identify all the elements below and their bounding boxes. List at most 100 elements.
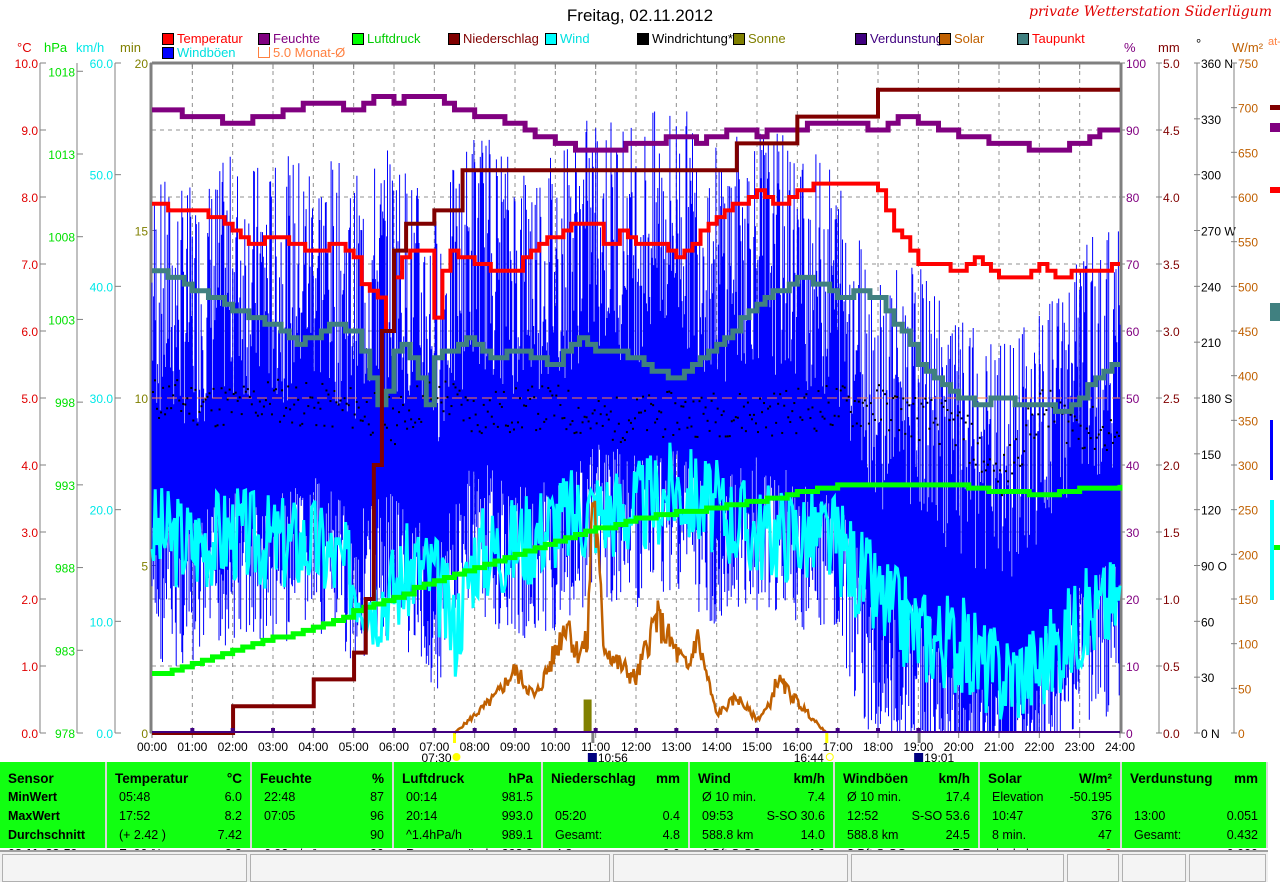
axis-tick-label-pct: 60 xyxy=(1126,325,1140,339)
wind-direction-dot xyxy=(482,403,485,406)
axis-tick-label-temp: 6.0 xyxy=(21,325,38,339)
wind-direction-dot xyxy=(934,417,937,420)
wind-direction-dot xyxy=(1033,436,1036,439)
axis-tick-label-pct: 0 xyxy=(1126,727,1133,741)
station-brand: private Wetterstation Süderlügum xyxy=(1029,4,1272,20)
panel-value: °C xyxy=(226,771,242,786)
wind-direction-dot xyxy=(783,404,786,407)
wind-direction-dot xyxy=(317,401,320,404)
wind-direction-dot xyxy=(908,404,911,407)
wind-direction-dot xyxy=(519,397,522,400)
wind-direction-dot xyxy=(186,397,189,400)
wind-direction-dot xyxy=(650,402,653,405)
wind-direction-dot xyxy=(1023,450,1026,453)
wind-direction-dot xyxy=(357,406,360,409)
wind-direction-dot xyxy=(567,389,570,392)
axis-tick-label-deg: 30 xyxy=(1201,671,1215,685)
wind-direction-dot xyxy=(210,409,213,412)
status-segment xyxy=(1122,854,1186,882)
wind-direction-dot xyxy=(394,443,396,446)
wind-direction-dot xyxy=(498,402,501,405)
panel-value: S-SO 30.6 xyxy=(766,809,825,823)
status-segment xyxy=(851,854,1064,882)
wind-direction-dot xyxy=(264,399,267,402)
wind-direction-dot xyxy=(984,469,987,472)
wind-direction-dot xyxy=(750,418,753,421)
wind-direction-dot xyxy=(1009,444,1012,447)
axis-tick-label-wm2: 200 xyxy=(1238,548,1258,562)
wind-direction-dot xyxy=(335,401,338,404)
wind-direction-dot xyxy=(533,396,536,399)
wind-direction-dot xyxy=(827,401,830,404)
x-tick-label: 09:00 xyxy=(500,740,530,754)
sunshine-bar xyxy=(583,699,592,733)
wind-direction-dot xyxy=(930,398,933,401)
wind-direction-dot xyxy=(688,416,691,419)
wind-direction-dot xyxy=(833,414,836,417)
wind-direction-dot xyxy=(841,385,844,388)
wind-direction-dot xyxy=(1025,424,1028,427)
wind-direction-dot xyxy=(547,386,550,389)
wind-direction-dot xyxy=(456,393,459,396)
wind-direction-dot xyxy=(712,392,715,395)
wind-direction-dot xyxy=(297,398,300,401)
wind-direction-dot xyxy=(672,434,675,437)
wind-direction-dot xyxy=(545,418,548,421)
wind-direction-dot xyxy=(642,395,645,398)
wind-direction-dot xyxy=(728,435,731,438)
wind-direction-dot xyxy=(408,409,411,412)
wind-direction-dot xyxy=(248,395,251,398)
wind-direction-dot xyxy=(387,396,390,399)
wind-direction-dot xyxy=(230,411,233,414)
series-windrichtung xyxy=(152,371,1120,497)
axis-tick-label-mm: 0.0 xyxy=(1163,727,1180,741)
wind-direction-dot xyxy=(847,395,850,398)
wind-direction-dot xyxy=(331,425,334,428)
wind-direction-dot xyxy=(609,410,612,413)
wind-direction-dot xyxy=(369,433,372,436)
wind-direction-dot xyxy=(444,380,447,383)
axis-tick-label-wm2: 750 xyxy=(1238,57,1258,71)
legend-label: Taupunkt xyxy=(1032,31,1085,46)
axis-tick-label-mm: 0.5 xyxy=(1163,660,1180,674)
legend-item: Windböen xyxy=(162,45,236,60)
wind-direction-dot xyxy=(555,394,558,397)
wind-direction-dot xyxy=(490,415,493,418)
wind-direction-dot xyxy=(500,405,503,408)
panel-row: 17:52 8.2 xyxy=(115,809,242,828)
wind-direction-dot xyxy=(724,435,727,438)
wind-direction-dot xyxy=(402,403,405,406)
wind-direction-dot xyxy=(1075,419,1078,422)
wind-direction-dot xyxy=(904,432,907,435)
x-tick-label: 21:00 xyxy=(984,740,1014,754)
wind-direction-dot xyxy=(462,419,465,422)
panel-value: 14.0 xyxy=(800,828,825,842)
wind-direction-dot xyxy=(976,442,979,445)
axis-tick-label-wm2: 350 xyxy=(1238,414,1258,428)
legend-item: Niederschlag xyxy=(448,31,539,46)
evaporation-marker xyxy=(392,728,396,733)
evaporation-marker xyxy=(513,728,517,733)
panel-row: Durchschnitt xyxy=(8,828,97,847)
edge-fragment-wind xyxy=(1270,500,1274,600)
wind-direction-dot xyxy=(154,379,157,382)
wind-direction-dot xyxy=(861,401,864,404)
panel-value: hPa xyxy=(508,771,533,786)
wind-direction-dot xyxy=(765,426,768,429)
x-tick-label: 18:00 xyxy=(863,740,893,754)
panel-value: 6.0 xyxy=(224,790,242,804)
panel-label: 8 min. xyxy=(992,828,1027,842)
wind-direction-dot xyxy=(716,407,719,410)
wind-direction-dot xyxy=(190,387,193,390)
x-tick-label: 14:00 xyxy=(702,740,732,754)
wind-direction-dot xyxy=(873,418,876,421)
wind-direction-dot xyxy=(1063,404,1066,407)
x-tick-label: 11:00 xyxy=(581,740,610,754)
panel-header: Sensor xyxy=(8,771,97,790)
axis-tick-label-kmh: 60.0 xyxy=(90,57,114,71)
wind-direction-dot xyxy=(704,406,707,409)
wind-direction-dot xyxy=(561,417,564,420)
wind-direction-dot xyxy=(593,409,596,412)
wind-direction-dot xyxy=(1113,435,1116,438)
wind-direction-dot xyxy=(313,406,316,409)
